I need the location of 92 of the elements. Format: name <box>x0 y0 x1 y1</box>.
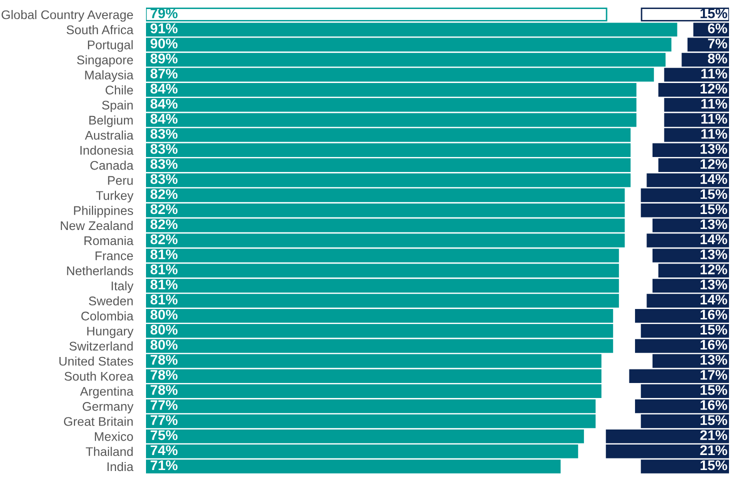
data-label: 14% <box>700 294 728 304</box>
y-tick-label: Chile <box>106 85 133 95</box>
data-label: 78% <box>150 385 178 395</box>
y-tick-label: Turkey <box>96 190 134 202</box>
y-tick-label: Mexico <box>94 432 133 441</box>
data-label: 71% <box>150 460 178 470</box>
data-label: 12% <box>700 84 728 94</box>
y-tick-label: Thailand <box>86 446 133 456</box>
data-label: 16% <box>700 400 728 410</box>
data-label: 80% <box>150 324 178 335</box>
data-label: 82% <box>150 189 178 200</box>
y-tick-label: Switzerland <box>69 341 133 351</box>
data-label: 75% <box>150 430 178 440</box>
data-label: 11% <box>701 68 728 78</box>
y-tick-label: New Zealand <box>60 220 133 230</box>
data-label: 21% <box>700 445 728 456</box>
data-label: 83% <box>150 144 178 154</box>
data-label: 13% <box>700 219 728 230</box>
y-tick-label: Colombia <box>81 311 134 320</box>
data-label: 15% <box>700 460 728 470</box>
data-label: 89% <box>150 54 178 64</box>
y-tick-label: Global Country Average <box>2 10 133 22</box>
data-label: 17% <box>700 370 728 380</box>
data-label: 13% <box>700 354 728 365</box>
data-label: 13% <box>700 144 728 154</box>
data-label: 78% <box>150 354 178 365</box>
data-label: 11% <box>701 128 728 139</box>
data-label: 77% <box>150 400 178 410</box>
data-label: 84% <box>150 84 178 94</box>
data-label: 90% <box>150 38 178 48</box>
data-label: 8% <box>708 54 728 64</box>
y-tick-label: Australia <box>84 130 134 140</box>
y-tick-label: South Korea <box>64 372 134 381</box>
y-tick-label: South Africa <box>66 25 134 34</box>
y-tick-label: France <box>96 251 133 260</box>
data-label: 77% <box>150 415 178 425</box>
y-tick-label: Germany <box>82 402 134 414</box>
y-tick-label: Singapore <box>77 55 133 67</box>
data-label: 15% <box>700 204 728 214</box>
y-tick-label: Sweden <box>88 296 133 306</box>
y-tick-label: India <box>108 462 134 472</box>
data-label: 81% <box>150 294 178 304</box>
data-label: 82% <box>150 219 178 230</box>
data-label: 14% <box>700 234 728 244</box>
data-label: 81% <box>150 249 178 260</box>
data-label: 81% <box>150 280 178 290</box>
data-label: 80% <box>150 340 178 350</box>
y-tick-label: Italy <box>112 281 134 293</box>
data-label: 13% <box>700 249 728 260</box>
data-label: 14% <box>700 174 728 184</box>
y-tick-label: United States <box>59 356 134 366</box>
data-label: 11% <box>701 114 728 124</box>
data-label: 15% <box>700 189 728 200</box>
data-label: 84% <box>150 98 178 109</box>
data-label: 6% <box>708 23 728 34</box>
data-label: 82% <box>150 204 178 214</box>
data-label: 21% <box>700 430 728 440</box>
data-label: 15% <box>700 385 728 395</box>
y-tick-label: Netherlands <box>67 266 134 276</box>
data-label: 78% <box>150 370 178 380</box>
data-label: 83% <box>150 174 178 184</box>
data-label: 15% <box>700 8 728 18</box>
data-label: 15% <box>700 324 728 335</box>
y-tick-label: Indonesia <box>80 146 134 155</box>
data-label: 15% <box>700 415 728 426</box>
data-label: 16% <box>700 310 728 320</box>
y-tick-label: Spain <box>102 100 133 112</box>
y-tick-label: Peru <box>108 176 133 185</box>
data-label: 12% <box>700 264 728 274</box>
data-label: 87% <box>150 68 178 79</box>
data-label: 12% <box>700 159 728 169</box>
data-label: 81% <box>150 264 178 274</box>
y-tick-label: Hungary <box>87 326 134 338</box>
data-label: 83% <box>150 128 178 139</box>
y-tick-label: Malaysia <box>85 70 134 82</box>
data-label: 82% <box>150 234 178 244</box>
data-label: 74% <box>150 445 178 456</box>
data-label: 7% <box>708 38 728 48</box>
data-label: 91% <box>150 23 178 34</box>
y-tick-label: Canada <box>90 160 134 170</box>
data-label: 16% <box>700 340 728 350</box>
data-label: 83% <box>150 159 178 169</box>
data-label: 80% <box>150 310 178 320</box>
data-label: 11% <box>701 98 728 109</box>
data-label: 13% <box>700 280 728 290</box>
data-label: 84% <box>150 114 178 124</box>
y-tick-label: Portugal <box>88 40 133 52</box>
y-tick-label: Romania <box>84 236 134 246</box>
y-tick-label: Philippines <box>74 206 134 218</box>
y-tick-label: Great Britain <box>64 416 133 426</box>
y-tick-label: Argentina <box>80 386 134 398</box>
y-tick-label: Belgium <box>89 115 133 128</box>
